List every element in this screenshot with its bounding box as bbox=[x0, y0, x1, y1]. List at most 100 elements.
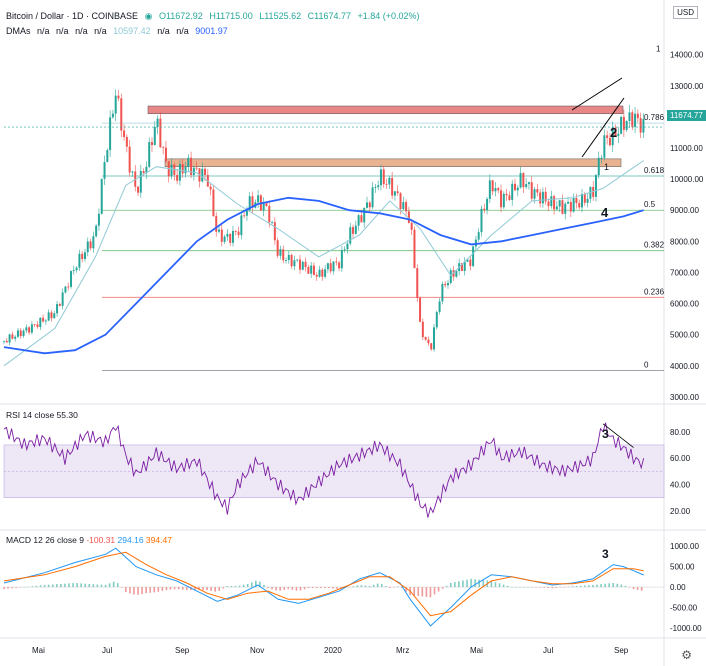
macd-histogram-bar bbox=[584, 585, 586, 588]
macd-histogram-bar bbox=[161, 587, 164, 591]
macd-histogram-bar bbox=[181, 587, 184, 590]
macd-histogram-bar bbox=[226, 586, 229, 588]
rsi-title: RSI 14 close 55.30 bbox=[6, 410, 78, 420]
visibility-icon[interactable]: ◉ bbox=[144, 11, 153, 21]
macd-histogram-bar bbox=[413, 587, 416, 596]
candle-body bbox=[382, 169, 385, 185]
sma-light-line bbox=[3, 160, 644, 367]
candle-body bbox=[589, 186, 592, 199]
macd-histogram-bar bbox=[51, 584, 54, 588]
macd-histogram-bar bbox=[575, 585, 578, 588]
macd-histogram-bar bbox=[210, 587, 212, 591]
candle-body bbox=[449, 270, 452, 283]
rsi-divergence-line bbox=[602, 423, 634, 448]
candle-body bbox=[11, 334, 14, 339]
price-tick-label: 3000.00 bbox=[670, 393, 699, 402]
macd-histogram-bar bbox=[104, 585, 107, 588]
candle-body bbox=[22, 330, 25, 337]
macd-histogram-bar bbox=[177, 587, 180, 590]
macd-histogram-bar bbox=[157, 587, 160, 592]
dma-value: n/a bbox=[37, 26, 50, 36]
candle-body bbox=[513, 183, 516, 191]
macd-histogram-bar bbox=[169, 587, 172, 590]
dma-value: 10597.42 bbox=[113, 26, 151, 36]
candle-body bbox=[628, 112, 631, 122]
candle-body bbox=[555, 206, 558, 210]
macd-histogram-bar bbox=[275, 587, 277, 591]
candle-body bbox=[469, 259, 472, 267]
candle-body bbox=[491, 180, 494, 192]
macd-histogram-bar bbox=[246, 583, 249, 588]
settings-gear-icon[interactable]: ⚙ bbox=[681, 648, 692, 662]
macd-histogram-bar bbox=[458, 581, 460, 588]
macd-histogram-bar bbox=[640, 587, 643, 591]
macd-histogram-bar bbox=[608, 583, 610, 588]
macd-histogram-bar bbox=[116, 583, 119, 588]
macd-histogram-bar bbox=[527, 587, 529, 588]
candle-body bbox=[285, 260, 288, 261]
time-axis-label: Mai bbox=[470, 646, 483, 655]
candle-body bbox=[33, 324, 36, 326]
macd-histogram-bar bbox=[368, 586, 371, 588]
macd-histogram-bar bbox=[531, 587, 533, 588]
macd-histogram-bar bbox=[332, 587, 334, 589]
candle-body bbox=[505, 193, 508, 196]
candle-body bbox=[581, 193, 584, 208]
candle-body bbox=[335, 261, 338, 263]
macd-histogram-bar bbox=[230, 586, 233, 588]
macd-histogram-bar bbox=[628, 587, 631, 588]
candle-body bbox=[594, 175, 597, 197]
macd-histogram-bar bbox=[466, 579, 468, 588]
candle-body bbox=[103, 162, 106, 179]
candle-body bbox=[391, 177, 394, 196]
currency-badge[interactable]: USD bbox=[673, 6, 698, 19]
macd-histogram-bar bbox=[421, 587, 424, 597]
candle-body bbox=[407, 211, 410, 223]
macd-histogram-bar bbox=[92, 584, 95, 588]
candle-body bbox=[631, 112, 634, 127]
candle-body bbox=[483, 208, 486, 211]
macd-histogram-bar bbox=[490, 580, 493, 588]
candle-body bbox=[620, 116, 623, 134]
candle-body bbox=[572, 198, 575, 212]
candle-body bbox=[50, 312, 53, 319]
candle-body bbox=[109, 117, 112, 151]
candle-body bbox=[67, 286, 70, 288]
fib-level-label: 0.382 bbox=[644, 241, 665, 250]
candle-body bbox=[117, 95, 120, 99]
candle-body bbox=[229, 233, 232, 243]
dma-value: n/a bbox=[176, 26, 189, 36]
macd-histogram-bar bbox=[96, 584, 99, 588]
dma-value: n/a bbox=[94, 26, 107, 36]
candle-body bbox=[460, 263, 463, 271]
candle-body bbox=[265, 203, 268, 206]
candle-body bbox=[642, 118, 645, 133]
fib-level-label: 0.5 bbox=[644, 200, 656, 209]
candle-body bbox=[287, 254, 290, 261]
macd-histogram-bar bbox=[35, 585, 38, 588]
macd-histogram-bar bbox=[222, 587, 225, 589]
candle-body bbox=[95, 225, 98, 237]
candle-body bbox=[527, 182, 530, 185]
macd-histogram-bar bbox=[287, 587, 290, 590]
candle-body bbox=[223, 236, 226, 242]
candle-body bbox=[251, 196, 254, 208]
candle-body bbox=[525, 184, 528, 188]
candle-body bbox=[438, 301, 441, 313]
candle-body bbox=[64, 286, 67, 293]
macd-histogram-bar bbox=[279, 587, 281, 591]
candle-body bbox=[53, 313, 56, 319]
candle-body bbox=[290, 254, 293, 267]
candle-body bbox=[606, 135, 609, 138]
candle-body bbox=[218, 229, 221, 232]
macd-histogram-bar bbox=[39, 585, 42, 588]
macd-histogram-bar bbox=[31, 586, 34, 588]
candle-body bbox=[215, 216, 218, 232]
candle-body bbox=[70, 270, 73, 287]
candle-body bbox=[486, 198, 489, 211]
macd-histogram-bar bbox=[510, 587, 513, 588]
candle-body bbox=[150, 142, 153, 146]
macd-histogram-bar bbox=[299, 587, 302, 591]
macd-histogram-bar bbox=[336, 587, 338, 589]
candle-body bbox=[187, 157, 190, 167]
